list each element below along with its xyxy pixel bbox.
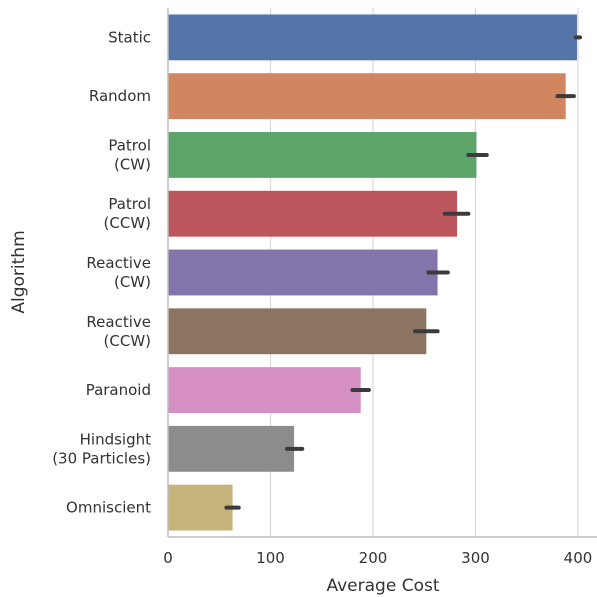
bar	[168, 484, 233, 531]
category-label-line: Omniscient	[66, 499, 151, 517]
category-label: Reactive (CCW)	[86, 313, 151, 350]
bar	[168, 190, 458, 237]
bar	[168, 367, 361, 413]
category-label-line: Static	[108, 28, 151, 46]
category-label-line: Reactive	[86, 254, 151, 272]
category-label: Paranoid	[86, 381, 151, 399]
category-label-line: (CW)	[114, 155, 151, 173]
x-tick-label: 100	[256, 549, 285, 567]
bar	[168, 249, 438, 296]
category-label: Static	[108, 28, 151, 46]
category-label-line: Reactive	[86, 313, 151, 331]
error-bars	[224, 35, 583, 510]
bar	[168, 73, 566, 120]
category-label-line: Patrol	[108, 136, 151, 154]
category-label: Patrol (CW)	[108, 136, 151, 173]
bar	[168, 308, 427, 355]
x-tick-labels: 0 100 200 300 400	[163, 549, 592, 567]
category-label-line: (CCW)	[104, 332, 151, 350]
category-label-line: Paranoid	[86, 381, 151, 399]
bar	[168, 425, 295, 472]
category-label-line: (30 Particles)	[52, 449, 151, 467]
category-label: Omniscient	[66, 499, 151, 517]
category-label: Reactive (CW)	[86, 254, 151, 291]
bar	[168, 132, 477, 178]
category-label: Patrol (CCW)	[104, 195, 151, 232]
bars	[168, 14, 577, 531]
x-tick-label: 0	[163, 549, 173, 567]
category-label-line: (CCW)	[104, 214, 151, 232]
category-label-line: (CW)	[114, 273, 151, 291]
x-axis-title: Average Cost	[326, 576, 439, 596]
y-axis-title: Algorithm	[9, 230, 29, 313]
x-tick-label: 400	[564, 549, 593, 567]
category-label-line: Patrol	[108, 195, 151, 213]
category-label: Random	[89, 87, 151, 105]
bar	[168, 14, 577, 61]
category-label-line: Hindsight	[80, 430, 151, 448]
x-tick-label: 300	[461, 549, 490, 567]
x-tick-label: 200	[359, 549, 388, 567]
axes	[167, 8, 597, 538]
category-label-line: Random	[89, 87, 151, 105]
category-label: Hindsight (30 Particles)	[52, 430, 151, 467]
